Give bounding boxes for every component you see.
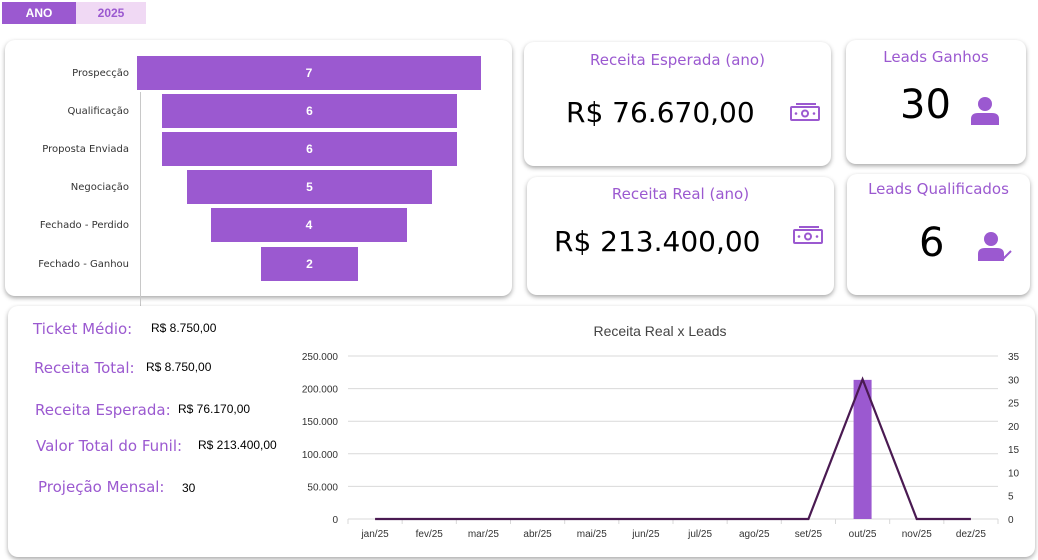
user-icon — [970, 95, 1000, 129]
funnel-card: Prospecção 7 Qualificação 6 Proposta Env… — [5, 40, 512, 324]
leads-won-value: 30 — [900, 82, 951, 128]
year-filter-label: ANO — [2, 2, 76, 24]
funnel-bar-qualificacao[interactable]: 6 — [162, 94, 457, 128]
valor-total-funil-value: R$ 213.400,00 — [198, 438, 277, 452]
receita-esperada-value: R$ 76.170,00 — [178, 402, 251, 416]
funnel-axis-line — [140, 92, 141, 324]
money-icon — [790, 102, 820, 126]
funnel-bar-prospeccao[interactable]: 7 — [137, 56, 481, 90]
funnel-label-qualificacao: Qualificação — [67, 106, 129, 117]
real-revenue-card: Receita Real (ano) R$ 213.400,00 — [527, 177, 834, 295]
real-revenue-title: Receita Real (ano) — [611, 185, 750, 203]
expected-revenue-value: R$ 76.670,00 — [566, 96, 755, 129]
leads-qualified-card: Leads Qualificados 6 — [847, 174, 1030, 295]
funnel-bar-fechado-ganhou[interactable]: 2 — [261, 247, 358, 281]
real-revenue-value: R$ 213.400,00 — [554, 225, 761, 258]
ticket-medio-label: Ticket Médio: — [33, 320, 133, 338]
projecao-mensal-label: Projeção Mensal: — [38, 478, 165, 496]
year-filter-2025-button[interactable]: 2025 — [76, 2, 146, 24]
valor-total-funil-label: Valor Total do Funil: — [36, 437, 183, 455]
receita-total-value: R$ 8.750,00 — [146, 360, 212, 374]
funnel-label-fechado-perdido: Fechado - Perdido — [39, 220, 129, 231]
funnel-label-proposta-enviada: Proposta Enviada — [42, 144, 129, 155]
user-check-icon — [978, 231, 1012, 265]
leads-qualified-value: 6 — [919, 220, 945, 266]
summary-chart-card: Ticket Médio: R$ 8.750,00 Receita Total:… — [8, 306, 1035, 557]
funnel-label-prospeccao: Prospecção — [72, 68, 129, 79]
funnel-bar-fechado-perdido[interactable]: 4 — [211, 208, 407, 242]
receita-esperada-label: Receita Esperada: — [35, 401, 171, 419]
funnel-bar-negociacao[interactable]: 5 — [187, 170, 432, 204]
money-icon — [793, 225, 823, 249]
leads-won-card: Leads Ganhos 30 — [846, 40, 1026, 164]
leads-qualified-title: Leads Qualificados — [868, 180, 1009, 198]
funnel-label-fechado-ganhou: Fechado - Ganhou — [38, 259, 129, 270]
leads-won-title: Leads Ganhos — [883, 48, 989, 66]
receita-total-label: Receita Total: — [34, 359, 135, 377]
expected-revenue-title: Receita Esperada (ano) — [590, 51, 765, 69]
ticket-medio-value: R$ 8.750,00 — [151, 321, 217, 335]
funnel-bar-proposta-enviada[interactable]: 6 — [162, 132, 457, 166]
projecao-mensal-value: 30 — [182, 481, 196, 495]
expected-revenue-card: Receita Esperada (ano) R$ 76.670,00 — [524, 42, 831, 166]
funnel-label-negociacao: Negociação — [70, 182, 129, 193]
